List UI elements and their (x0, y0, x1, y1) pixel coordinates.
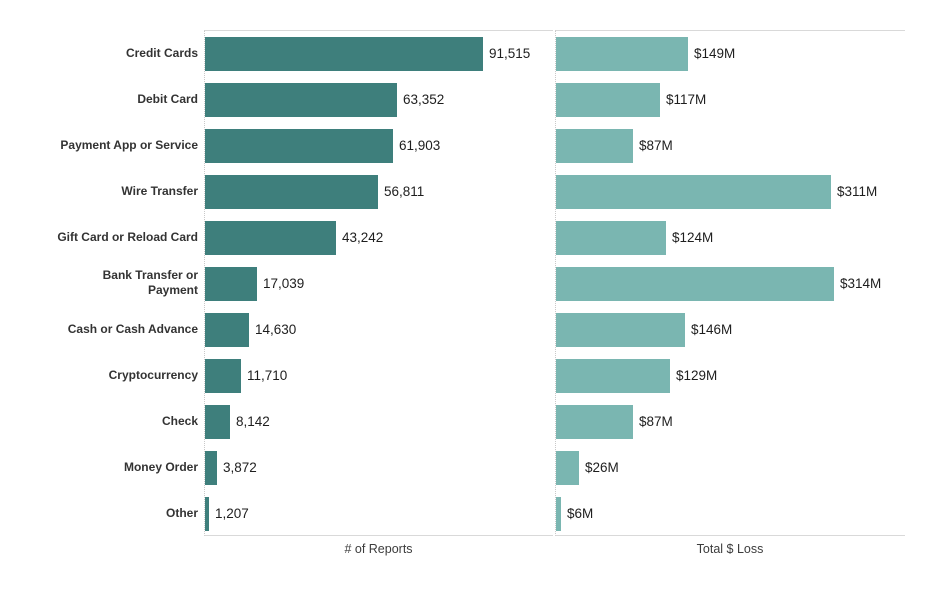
value-label: 63,352 (403, 92, 445, 107)
reports-pane: 91,515 63,352 61,903 56,811 43,242 17,039 14,6… (204, 30, 553, 536)
value-label: $87M (639, 414, 673, 429)
value-label: $117M (666, 92, 707, 107)
value-label: 61,903 (399, 138, 441, 153)
loss-axis-label: Total $ Loss (696, 542, 764, 556)
category-label: Gift Card or Reload Card (57, 229, 198, 244)
value-label: $146M (691, 322, 733, 337)
value-label: $87M (639, 138, 673, 153)
category-label: Bank Transfer or Payment (102, 268, 198, 297)
bar[interactable] (205, 497, 209, 531)
value-label: $149M (694, 46, 736, 61)
value-label: $129M (676, 368, 718, 383)
value-label: 14,630 (255, 322, 297, 337)
category-label: Payment App or Service (60, 137, 198, 152)
category-label: Other (165, 505, 198, 520)
category-label: Cryptocurrency (108, 367, 198, 382)
bar[interactable] (556, 359, 670, 393)
bar[interactable] (556, 405, 633, 439)
value-label: 8,142 (236, 414, 270, 429)
value-label: 43,242 (342, 230, 384, 245)
bar[interactable] (205, 175, 378, 209)
bar[interactable] (205, 221, 336, 255)
category-label: Debit Card (137, 91, 198, 106)
bar[interactable] (205, 83, 397, 117)
bar[interactable] (556, 175, 831, 209)
category-label: Money Order (123, 459, 198, 474)
reports-axis-label: # of Reports (344, 542, 413, 556)
value-label: 56,811 (384, 184, 425, 199)
loss-pane: $149M $117M $87M $311M $124M $314M $146M $129M $… (555, 30, 905, 536)
value-label: 17,039 (263, 276, 305, 291)
bar[interactable] (205, 451, 217, 485)
bar[interactable] (556, 497, 561, 531)
bar[interactable] (205, 313, 249, 347)
bar[interactable] (556, 267, 834, 301)
bar[interactable] (556, 83, 660, 117)
value-label: 1,207 (215, 506, 249, 521)
value-label: 3,872 (223, 460, 257, 475)
value-label: $124M (672, 230, 714, 245)
value-label: $314M (840, 276, 882, 291)
category-label: Check (161, 413, 198, 428)
bar[interactable] (556, 129, 633, 163)
bar[interactable] (556, 451, 579, 485)
bar[interactable] (556, 313, 685, 347)
bar[interactable] (205, 267, 257, 301)
value-label: 91,515 (489, 46, 531, 61)
bar[interactable] (556, 221, 666, 255)
category-label: Wire Transfer (121, 183, 198, 198)
bar[interactable] (205, 37, 483, 71)
bar[interactable] (205, 359, 241, 393)
value-label: $6M (567, 506, 594, 521)
value-label: 11,710 (247, 368, 288, 383)
value-label: $26M (585, 460, 619, 475)
bar[interactable] (556, 37, 688, 71)
value-label: $311M (837, 184, 878, 199)
bar[interactable] (205, 129, 393, 163)
category-label: Credit Cards (125, 45, 198, 60)
category-label: Cash or Cash Advance (67, 321, 198, 336)
bar[interactable] (205, 405, 230, 439)
